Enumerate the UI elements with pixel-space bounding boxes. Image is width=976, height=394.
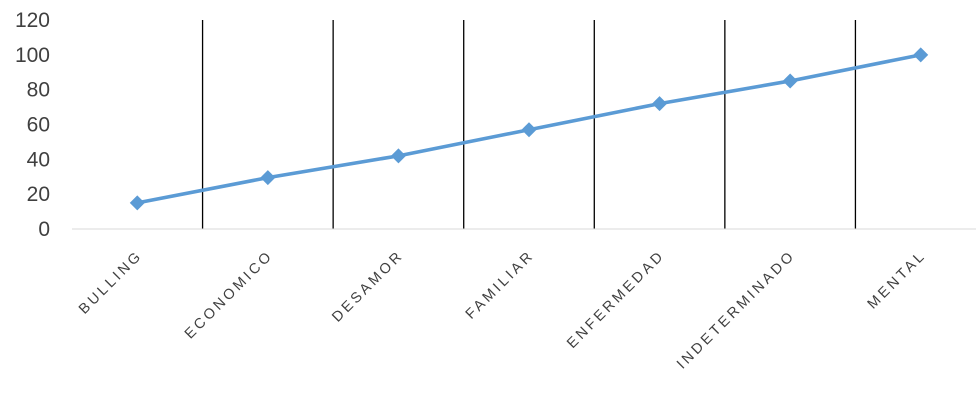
data-point-marker <box>913 47 929 63</box>
x-tick-label: BULLING <box>76 248 146 318</box>
x-tick-label: INDETERMINADO <box>674 248 799 373</box>
y-axis-ticks: 0 20 40 60 80 100 120 <box>15 9 50 241</box>
y-tick-label: 60 <box>27 114 50 137</box>
data-series <box>129 47 929 211</box>
y-tick-label: 20 <box>27 183 50 206</box>
data-point-marker <box>521 122 537 138</box>
data-point-marker <box>652 96 668 112</box>
x-tick-label: DESAMOR <box>329 248 407 326</box>
gridlines <box>201 20 857 229</box>
x-tick-label: MENTAL <box>865 248 930 313</box>
x-tick-label: ECONOMICO <box>182 248 277 343</box>
data-point-marker <box>390 148 406 164</box>
y-tick-label: 40 <box>27 148 50 171</box>
y-tick-label: 100 <box>15 44 50 67</box>
data-point-marker <box>782 73 798 89</box>
x-tick-label: ENFERMEDAD <box>564 248 668 352</box>
y-tick-label: 0 <box>38 218 50 241</box>
x-axis-ticks: BULLING ECONOMICO DESAMOR FAMILIAR ENFERMEDA… <box>76 248 929 373</box>
data-point-marker <box>129 195 145 211</box>
y-tick-label: 120 <box>15 9 50 32</box>
y-tick-label: 80 <box>27 79 50 102</box>
x-tick-label: FAMILIAR <box>463 248 538 323</box>
data-point-marker <box>260 170 276 186</box>
